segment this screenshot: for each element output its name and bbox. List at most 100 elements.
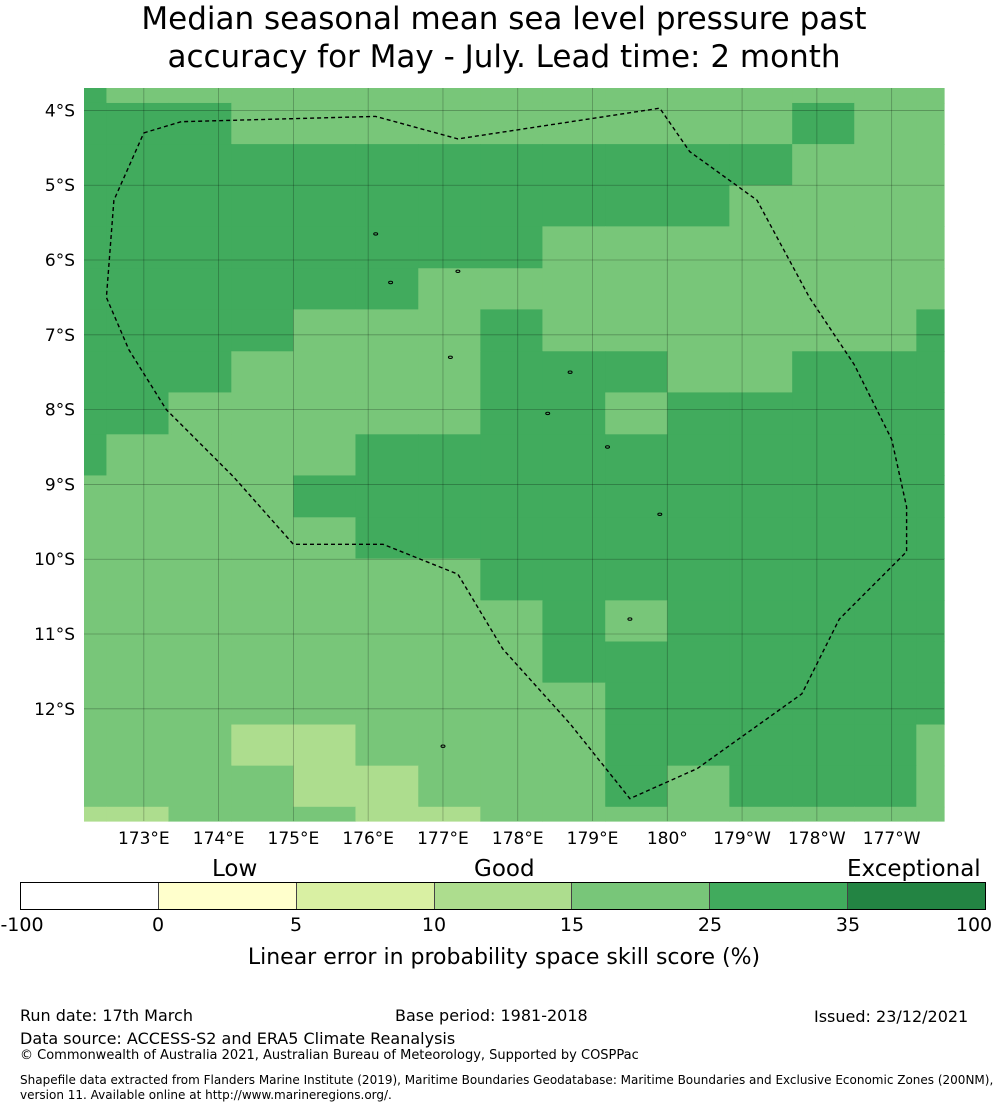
base-period: Base period: 1981-2018 xyxy=(395,1006,588,1025)
skill-cell xyxy=(605,392,668,435)
skill-cell xyxy=(231,88,294,104)
skill-cell xyxy=(106,392,170,435)
skill-cell xyxy=(729,226,793,269)
skill-cell xyxy=(916,641,945,684)
island-outline xyxy=(567,370,573,374)
skill-cell xyxy=(231,724,294,767)
skill-cell xyxy=(168,144,232,186)
skill-cell xyxy=(231,309,294,352)
skill-cell xyxy=(168,641,232,684)
skill-cell xyxy=(854,641,917,684)
colorbar-segment xyxy=(848,883,986,909)
skill-cell xyxy=(231,682,294,726)
colorbar-tick-label: 100 xyxy=(955,914,993,936)
skill-cell xyxy=(168,268,232,310)
skill-cell xyxy=(854,351,917,394)
skill-cell xyxy=(916,600,945,643)
data-source: Data source: ACCESS-S2 and ERA5 Climate … xyxy=(20,1029,456,1048)
skill-cell xyxy=(84,351,108,394)
skill-cell xyxy=(293,434,357,477)
skill-cell xyxy=(84,682,108,726)
category-label-good: Good xyxy=(474,856,535,882)
colorbar-segment xyxy=(710,883,849,909)
skill-cell xyxy=(418,434,481,477)
skill-cell xyxy=(542,185,606,227)
longitude-tick-label: 178°E xyxy=(492,829,544,849)
skill-cell xyxy=(106,475,170,518)
skill-cell xyxy=(480,392,544,435)
skill-cell xyxy=(480,517,544,560)
skill-cell xyxy=(729,806,793,822)
skill-cell xyxy=(106,558,170,601)
skill-cell xyxy=(854,88,917,104)
skill-cell xyxy=(293,600,357,643)
skill-cell xyxy=(916,392,945,435)
skill-cell xyxy=(231,102,294,145)
skill-cell xyxy=(168,102,232,145)
skill-cell xyxy=(854,806,917,822)
skill-cell xyxy=(480,102,544,145)
skill-cell xyxy=(84,724,108,767)
skill-cell xyxy=(84,88,108,104)
skill-cell xyxy=(106,185,170,227)
skill-cell xyxy=(293,88,357,104)
skill-cell xyxy=(84,558,108,601)
issued-date: Issued: 23/12/2021 xyxy=(814,1007,969,1026)
skill-cell xyxy=(792,724,855,767)
colorbar-tick-label: 15 xyxy=(559,914,585,936)
colorbar-tick-label: 5 xyxy=(289,914,303,936)
skill-cell xyxy=(106,226,170,269)
skill-cell xyxy=(667,434,730,477)
skill-cell xyxy=(418,475,481,518)
skill-cell xyxy=(168,351,232,394)
skill-cell xyxy=(542,806,606,822)
skill-cell xyxy=(355,806,419,822)
colorbar xyxy=(20,882,986,910)
skill-cell xyxy=(231,517,294,560)
skill-cell xyxy=(542,600,606,643)
skill-cell xyxy=(168,600,232,643)
skill-cell xyxy=(854,682,917,726)
skill-cell xyxy=(168,226,232,269)
skill-cell xyxy=(667,102,730,145)
skill-cell xyxy=(355,475,419,518)
skill-cell xyxy=(480,682,544,726)
skill-cell xyxy=(605,226,668,269)
skill-cell xyxy=(792,682,855,726)
skill-cell xyxy=(854,185,917,227)
skill-cell xyxy=(792,185,855,227)
skill-cell xyxy=(854,309,917,352)
skill-cell xyxy=(916,102,945,145)
skill-cell xyxy=(84,806,108,822)
skill-cell xyxy=(792,226,855,269)
skill-cell xyxy=(355,102,419,145)
skill-cell xyxy=(854,392,917,435)
skill-cell xyxy=(605,102,668,145)
skill-cell xyxy=(418,392,481,435)
island-outline xyxy=(440,744,446,748)
skill-cell xyxy=(418,806,481,822)
skill-cell xyxy=(605,600,668,643)
skill-cell xyxy=(168,434,232,477)
longitude-tick-label: 175°E xyxy=(268,829,320,849)
skill-cell xyxy=(84,765,108,808)
skill-cell xyxy=(418,102,481,145)
island-outline xyxy=(447,355,453,359)
skill-cell xyxy=(106,351,170,394)
skill-cell xyxy=(231,144,294,186)
longitude-tick-label: 179°W xyxy=(713,829,771,849)
skill-cell xyxy=(792,351,855,394)
skill-cell xyxy=(916,185,945,227)
category-label-exceptional: Exceptional xyxy=(847,856,981,882)
skill-cell xyxy=(106,682,170,726)
skill-cell xyxy=(605,765,668,808)
skill-cell xyxy=(355,682,419,726)
skill-cell xyxy=(293,268,357,310)
skill-cell xyxy=(293,226,357,269)
skill-cell xyxy=(84,475,108,518)
skill-cell xyxy=(854,268,917,310)
skill-cell xyxy=(355,724,419,767)
skill-cell xyxy=(293,724,357,767)
skill-cell xyxy=(667,558,730,601)
skill-cell xyxy=(84,309,108,352)
